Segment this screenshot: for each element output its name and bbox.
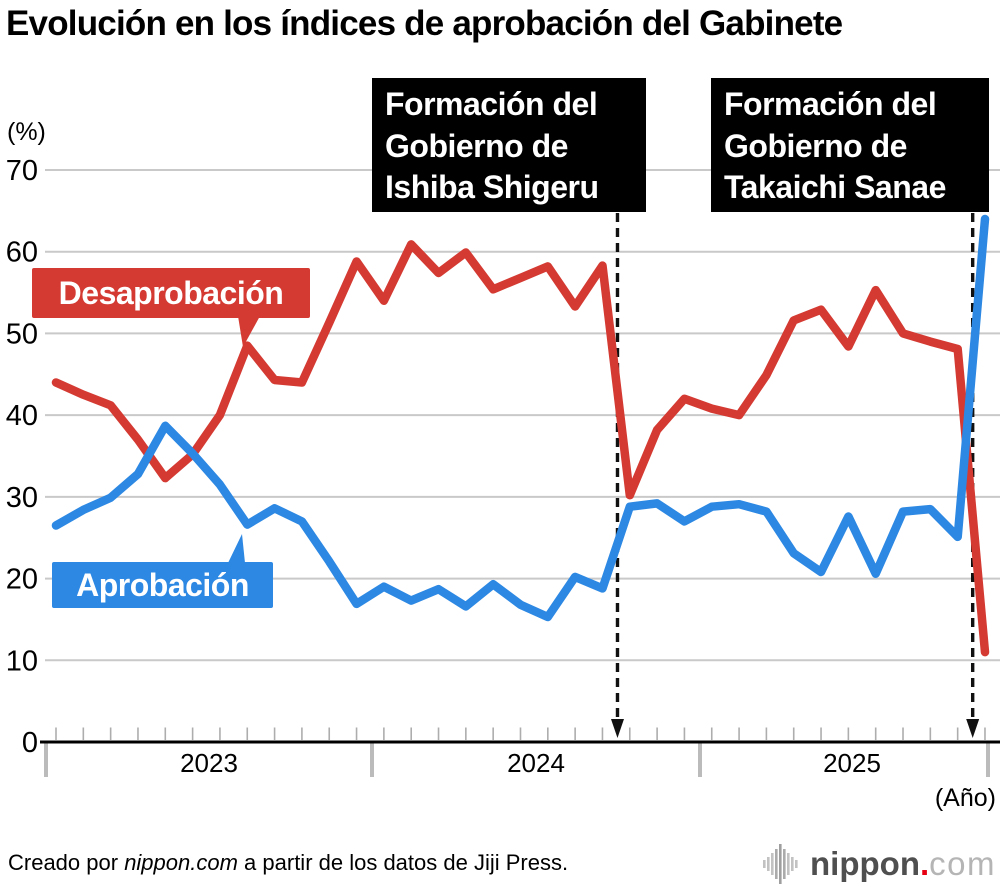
label-aprobacion-text: Aprobación — [76, 567, 249, 603]
logo-text-suffix: com — [929, 845, 996, 882]
y-tick-label: 0 — [22, 727, 38, 759]
y-tick-label: 60 — [6, 237, 38, 269]
annotation-line: Gobierno de — [385, 127, 568, 164]
y-tick-label: 30 — [6, 482, 38, 514]
event-arrowhead — [610, 719, 624, 738]
y-axis-unit-label: (%) — [7, 118, 46, 146]
logo-dot: . — [919, 845, 930, 882]
x-axis-unit-label: (Año) — [935, 784, 996, 812]
annotation-line: Takaichi Sanae — [724, 169, 946, 205]
label-aprobacion: Aprobación — [52, 534, 273, 608]
y-tick-label: 20 — [6, 564, 38, 596]
y-tick-label: 50 — [6, 318, 38, 350]
annotation-ishiba-formation: Formación del Gobierno de Ishiba Shigeru — [372, 78, 646, 212]
y-tick-label: 40 — [6, 400, 38, 432]
series-line-desaprobacion — [51, 240, 990, 657]
soundwave-icon — [763, 844, 798, 884]
annotation-line: Formación del — [385, 86, 598, 122]
credit-line: Creado por nippon.com a partir de los da… — [8, 850, 568, 876]
label-desaprobacion: Desaprobación — [32, 268, 310, 347]
annotation-takaichi-formation: Formación del Gobierno de Takaichi Sanae — [711, 78, 989, 212]
credit-suffix: a partir de los datos de Jiji Press. — [237, 850, 569, 875]
y-tick-label: 70 — [6, 155, 38, 187]
year-label: 2023 — [180, 748, 238, 778]
annotation-line: Gobierno de — [724, 127, 907, 164]
label-desaprobacion-text: Desaprobación — [58, 275, 284, 311]
logo-text-main: nippon — [810, 845, 920, 882]
chart-title: Evolución en los índices de aprobación d… — [6, 4, 843, 43]
annotation-line: Formación del — [724, 86, 937, 122]
credit-site: nippon.com — [124, 850, 238, 875]
year-label: 2024 — [507, 748, 565, 778]
series-line-aprobacion — [51, 214, 990, 622]
callout-tail — [228, 534, 245, 563]
event-arrowhead — [966, 719, 980, 738]
annotation-line: Ishiba Shigeru — [385, 169, 599, 205]
y-tick-label: 10 — [6, 645, 38, 677]
credit-prefix: Creado por — [8, 850, 125, 875]
year-label: 2025 — [823, 748, 881, 778]
callout-tail — [238, 316, 260, 347]
nippon-logo: nippon. com — [763, 840, 996, 888]
